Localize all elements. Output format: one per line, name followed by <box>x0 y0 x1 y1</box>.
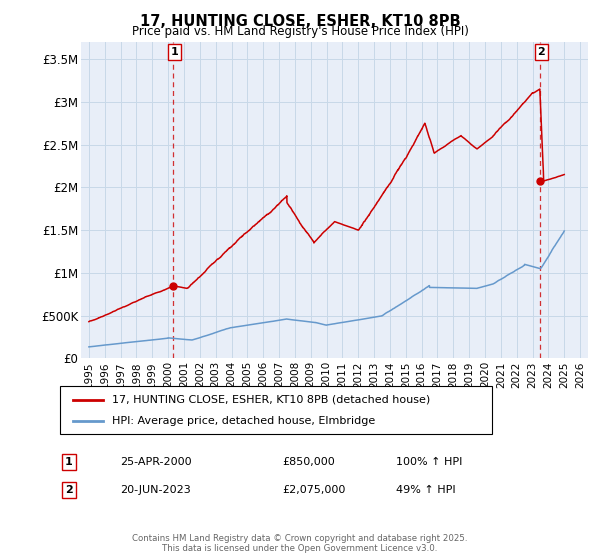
Text: £850,000: £850,000 <box>282 457 335 467</box>
Text: 100% ↑ HPI: 100% ↑ HPI <box>396 457 463 467</box>
Text: 17, HUNTING CLOSE, ESHER, KT10 8PB: 17, HUNTING CLOSE, ESHER, KT10 8PB <box>140 14 460 29</box>
Text: HPI: Average price, detached house, Elmbridge: HPI: Average price, detached house, Elmb… <box>112 416 375 426</box>
Text: 49% ↑ HPI: 49% ↑ HPI <box>396 485 455 495</box>
FancyBboxPatch shape <box>60 386 492 434</box>
Text: 25-APR-2000: 25-APR-2000 <box>120 457 191 467</box>
Text: Contains HM Land Registry data © Crown copyright and database right 2025.
This d: Contains HM Land Registry data © Crown c… <box>132 534 468 553</box>
Text: 20-JUN-2023: 20-JUN-2023 <box>120 485 191 495</box>
Text: £2,075,000: £2,075,000 <box>282 485 346 495</box>
Text: 2: 2 <box>65 485 73 495</box>
Text: Price paid vs. HM Land Registry's House Price Index (HPI): Price paid vs. HM Land Registry's House … <box>131 25 469 38</box>
Text: 17, HUNTING CLOSE, ESHER, KT10 8PB (detached house): 17, HUNTING CLOSE, ESHER, KT10 8PB (deta… <box>112 395 430 405</box>
Text: 2: 2 <box>538 47 545 57</box>
Text: 1: 1 <box>171 47 179 57</box>
Text: 1: 1 <box>65 457 73 467</box>
